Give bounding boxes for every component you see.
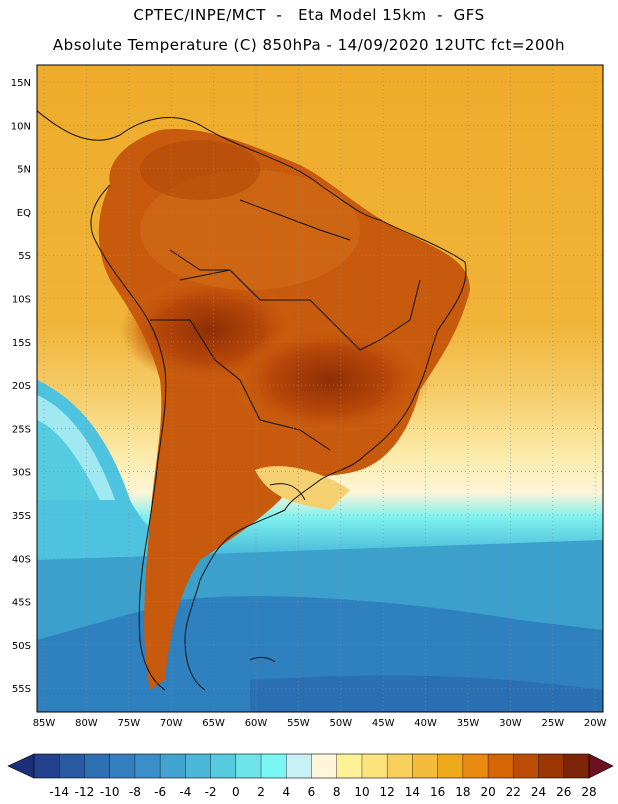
colorbar-swatch: [84, 754, 111, 778]
colorbar-swatch: [210, 754, 237, 778]
lon-label: 40W: [414, 718, 437, 729]
lon-label: 60W: [245, 718, 268, 729]
colorbar-swatch: [160, 754, 186, 778]
lat-label: 20S: [12, 381, 31, 392]
colorbar-swatch: [437, 754, 464, 778]
lon-label: 45W: [372, 718, 395, 729]
colorbar-label: 12: [380, 785, 395, 799]
map-frame: [36, 64, 604, 713]
lon-label: 35W: [457, 718, 480, 729]
lon-label: 55W: [287, 718, 310, 729]
colorbar-label: -12: [75, 785, 95, 799]
lat-label: EQ: [17, 208, 31, 219]
colorbar-label: 14: [405, 785, 420, 799]
lat-label: 15N: [11, 78, 31, 89]
lon-label: 25W: [541, 718, 564, 729]
colorbar-label: 26: [556, 785, 571, 799]
colorbar-swatch: [488, 754, 514, 778]
lon-label: 30W: [499, 718, 522, 729]
colorbar-label: 16: [430, 785, 445, 799]
lat-label: 5N: [17, 165, 31, 176]
colorbar-label: -6: [154, 785, 166, 799]
colorbar-label: -8: [129, 785, 141, 799]
lat-label: 10N: [11, 121, 31, 132]
lat-label: 25S: [12, 424, 31, 435]
colorbar-swatch: [34, 754, 60, 778]
colorbar: [7, 753, 614, 779]
colorbar-swatch: [235, 754, 262, 778]
colorbar-swatch: [134, 754, 161, 778]
colorbar-swatch: [538, 754, 565, 778]
colorbar-swatch: [336, 754, 363, 778]
map-title-line-1: CPTEC/INPE/MCT - Eta Model 15km - GFS: [133, 6, 485, 24]
lon-label: 65W: [202, 718, 225, 729]
colorbar-label: 0: [232, 785, 240, 799]
colorbar-swatch: [361, 754, 388, 778]
latitude-labels: 15N 10N 5N EQ 5S 10S 15S 20S 25S 30S 35S 40S 45S 50S 5…: [11, 78, 31, 695]
lat-label: 40S: [12, 554, 31, 565]
map-title-line-2: Absolute Temperature (C) 850hPa - 14/09/…: [52, 36, 566, 54]
colorbar-swatch: [513, 754, 540, 778]
colorbar-labels: -14 -12 -10 -8 -6 -4 -2 0 2 4 6 8 10 12 14 16 18 20 22 24 26…: [49, 785, 596, 799]
lon-label: 75W: [117, 718, 140, 729]
colorbar-label: 10: [354, 785, 369, 799]
colorbar-label: 6: [308, 785, 316, 799]
colorbar-label: 18: [455, 785, 470, 799]
colorbar-label: 24: [531, 785, 546, 799]
colorbar-swatch: [563, 754, 590, 778]
colorbar-label: -4: [179, 785, 191, 799]
temperature-field: [37, 65, 603, 712]
colorbar-label: 8: [333, 785, 341, 799]
colorbar-label: 22: [506, 785, 521, 799]
colorbar-label: -2: [205, 785, 217, 799]
colorbar-label: -14: [49, 785, 69, 799]
lon-label: 85W: [33, 718, 56, 729]
colorbar-swatch: [412, 754, 439, 778]
lon-label: 80W: [75, 718, 98, 729]
coastlines: [37, 110, 467, 691]
lon-label: 50W: [329, 718, 352, 729]
colorbar-swatch: [109, 754, 136, 778]
lon-label: 70W: [160, 718, 183, 729]
lat-label: 55S: [12, 684, 31, 695]
colorbar-swatch: [311, 754, 338, 778]
lat-label: 50S: [12, 641, 31, 652]
colorbar-swatch: [261, 754, 287, 778]
lat-label: 45S: [12, 598, 31, 609]
lat-label: 35S: [12, 511, 31, 522]
colorbar-label: -10: [100, 785, 120, 799]
lon-label: 20W: [584, 718, 607, 729]
lat-label: 5S: [18, 251, 31, 262]
colorbar-left-arrow: [7, 753, 35, 779]
colorbar-swatch: [185, 754, 212, 778]
longitude-labels: 85W 80W 75W 70W 65W 60W 55W 50W 45W 40W 35W 30W 25W 2…: [33, 718, 607, 729]
colorbar-right-arrow: [588, 753, 614, 779]
colorbar-swatch: [462, 754, 489, 778]
lat-label: 10S: [12, 295, 31, 306]
colorbar-label: 28: [581, 785, 596, 799]
colorbar-label: 4: [282, 785, 290, 799]
colorbar-swatch: [59, 754, 85, 778]
colorbar-swatch: [387, 754, 413, 778]
colorbar-label: 20: [480, 785, 495, 799]
lat-label: 30S: [12, 468, 31, 479]
colorbar-label: 2: [257, 785, 265, 799]
lat-label: 15S: [12, 338, 31, 349]
colorbar-swatch: [286, 754, 312, 778]
